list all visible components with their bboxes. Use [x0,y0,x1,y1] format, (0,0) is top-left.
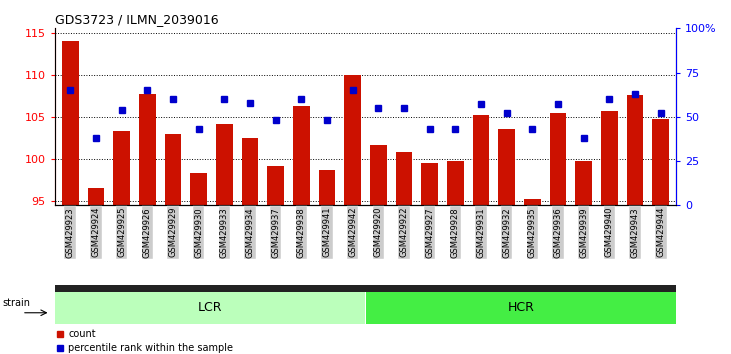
Text: GSM429937: GSM429937 [271,207,280,258]
Text: GSM429933: GSM429933 [220,207,229,258]
Bar [62,41,78,205]
Text: GDS3723 / ILMN_2039016: GDS3723 / ILMN_2039016 [55,13,219,26]
Bar [319,170,336,205]
Text: GSM429926: GSM429926 [143,207,152,258]
Text: GSM429932: GSM429932 [502,207,511,258]
Text: GSM429930: GSM429930 [194,207,203,258]
Bar [113,131,130,205]
Text: GSM429944: GSM429944 [656,207,665,257]
Text: GSM429940: GSM429940 [605,207,614,257]
Bar [524,199,541,205]
Bar [164,134,181,205]
Text: GSM429922: GSM429922 [400,207,409,257]
Text: LCR: LCR [198,302,222,314]
Text: GSM429941: GSM429941 [322,207,331,257]
Bar [395,152,412,205]
Bar [447,161,463,205]
Text: GSM429943: GSM429943 [631,207,640,258]
Text: count: count [69,329,96,339]
Text: GSM429920: GSM429920 [374,207,383,257]
Text: GSM429936: GSM429936 [553,207,563,258]
Text: GSM429931: GSM429931 [477,207,485,258]
Text: GSM429927: GSM429927 [425,207,434,258]
Bar [242,138,258,205]
Text: GSM429935: GSM429935 [528,207,537,258]
Bar [190,173,207,205]
Bar [626,95,643,205]
Bar [575,161,592,205]
Bar [473,115,489,205]
Bar [293,106,310,205]
Bar [601,111,618,205]
Text: GSM429923: GSM429923 [66,207,75,258]
Bar [499,130,515,205]
Bar [366,292,676,324]
Text: GSM429925: GSM429925 [117,207,126,257]
Text: percentile rank within the sample: percentile rank within the sample [69,343,233,353]
Text: HCR: HCR [507,302,534,314]
Bar [55,292,366,324]
Bar [88,188,105,205]
Bar [139,94,156,205]
Bar [550,113,567,205]
Bar [370,145,387,205]
Text: GSM429942: GSM429942 [348,207,357,257]
Text: strain: strain [3,298,31,308]
Text: GSM429928: GSM429928 [451,207,460,258]
Text: GSM429924: GSM429924 [91,207,100,257]
Bar [344,75,361,205]
Text: GSM429934: GSM429934 [246,207,254,258]
Text: GSM429938: GSM429938 [297,207,306,258]
Text: GSM429939: GSM429939 [579,207,588,258]
Bar [421,163,438,205]
Bar [268,166,284,205]
Text: GSM429929: GSM429929 [168,207,178,257]
Bar [653,119,669,205]
Bar [216,124,232,205]
